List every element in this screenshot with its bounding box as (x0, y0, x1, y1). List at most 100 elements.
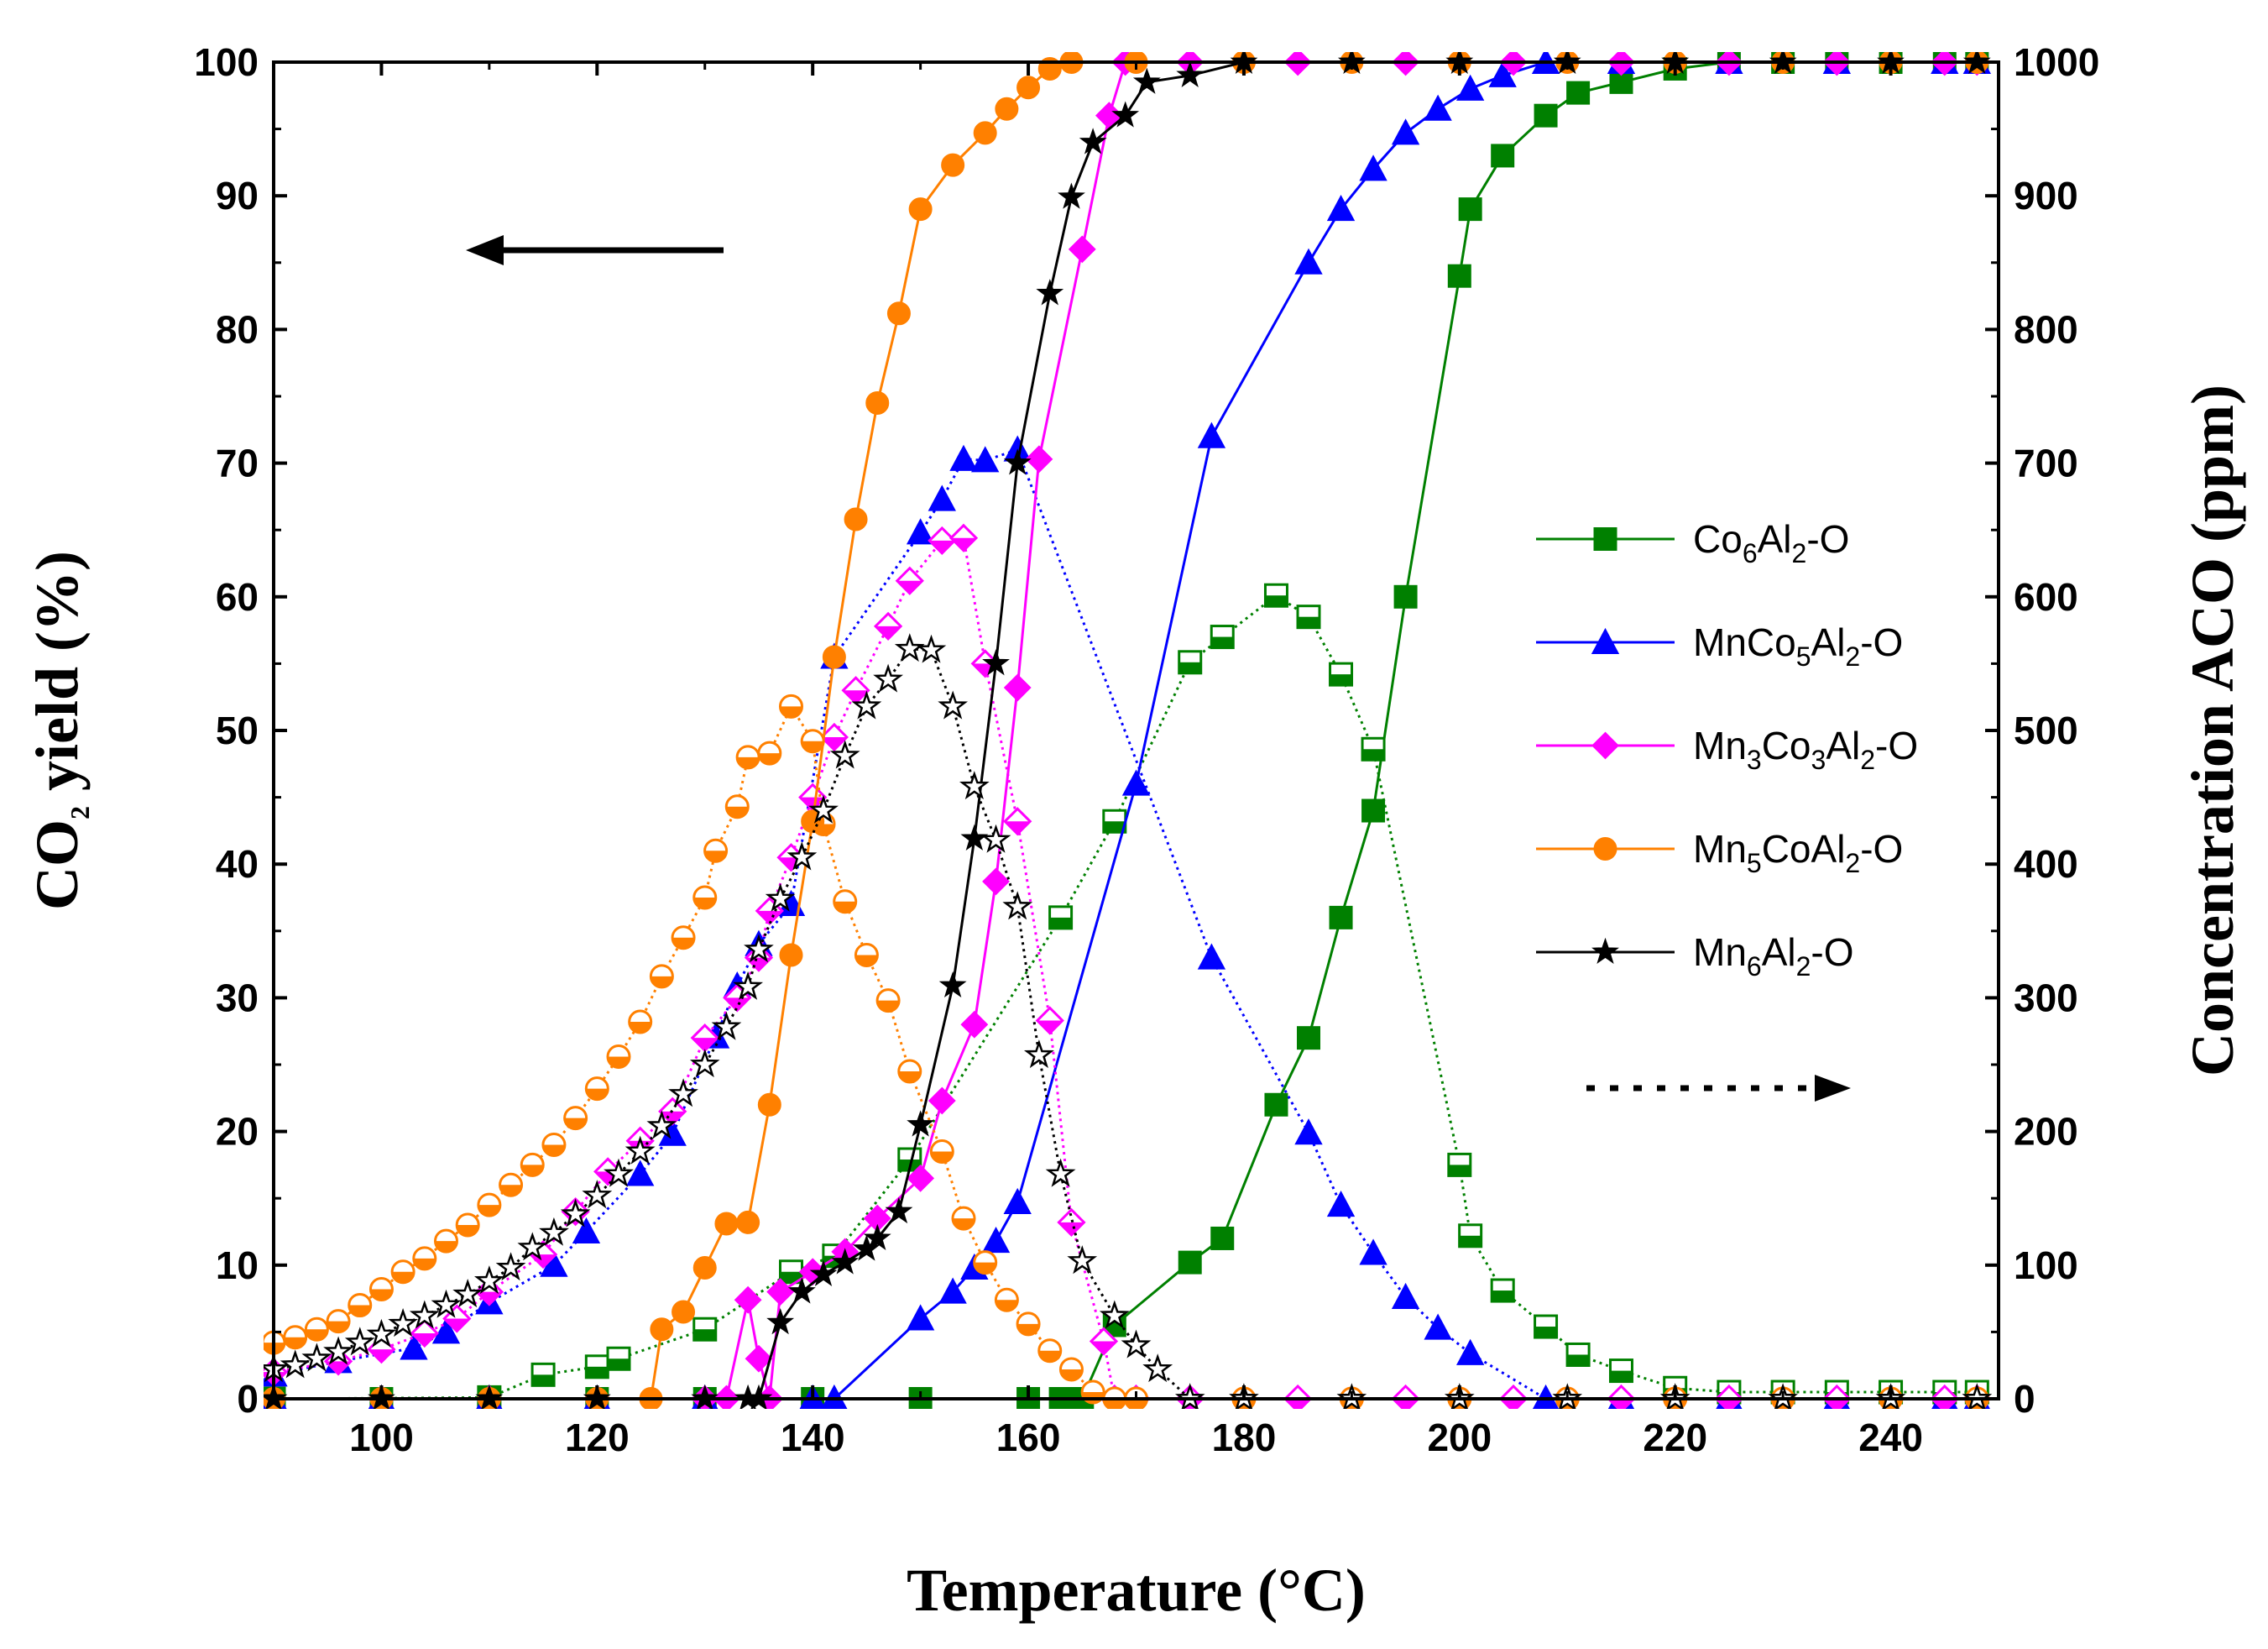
yield-point-mnco5al2-o (938, 1277, 967, 1304)
aco-point-mn5coal2-o-fill (780, 706, 802, 718)
yield-point-mnco5al2-o (1488, 60, 1517, 87)
aco-point-mn6al2-o (344, 1327, 375, 1356)
aco-point-co6al2-o-fill (1610, 1370, 1633, 1382)
aco-point-mnco5al2-o (1359, 1238, 1387, 1265)
aco-point-mn3co3al2-o-fill (1005, 821, 1031, 835)
x-tick-label: 240 (1858, 1416, 1923, 1459)
aco-point-co6al2-o-fill (1298, 616, 1320, 628)
y-left-tick-label: 50 (216, 709, 259, 752)
yield-point-co6al2-o (1458, 197, 1482, 222)
aco-point-mn5coal2-o-fill (629, 1022, 651, 1034)
aco-point-mn5coal2-o-fill (672, 937, 695, 949)
aco-point-mn5coal2-o-fill (284, 1337, 306, 1348)
aco-point-mn3co3al2-o-fill (1608, 1399, 1634, 1409)
yield-point-mn6al2-o (831, 1248, 860, 1275)
aco-point-co6al2-o-fill (1265, 595, 1288, 607)
aco-point-mn5coal2-o-fill (1038, 1350, 1061, 1362)
yield-point-co6al2-o (1566, 81, 1591, 105)
x-tick-label: 180 (1212, 1416, 1277, 1459)
aco-point-mn3co3al2-o-fill (1931, 1399, 1957, 1409)
y-left-title-sub: 2 (65, 806, 95, 819)
legend: Co6Al2-O MnCo5Al2-O Mn3Co3Al2-O Mn5CoAl2-O M… (1536, 517, 1918, 982)
aco-point-mn6al2-o (1002, 891, 1033, 920)
aco-point-mn6al2-o (1023, 1039, 1054, 1069)
aco-point-mn3co3al2-o-fill (660, 1111, 686, 1124)
aco-point-mn3co3al2-o-fill (1393, 1399, 1419, 1409)
aco-point-mn3co3al2-o-fill (756, 910, 782, 924)
aco-point-mnco5al2-o (400, 1333, 428, 1360)
y-left-tick-label: 80 (216, 307, 259, 351)
aco-point-mn3co3al2-o-fill (692, 1038, 718, 1051)
yield-point-mn5coal2-o (714, 1212, 739, 1236)
aco-point-co6al2-o-fill (1362, 749, 1385, 761)
yield-point-mnco5al2-o (1197, 421, 1226, 448)
aco-point-mn5coal2-o-fill (370, 1289, 393, 1301)
y-right-tick-label: 900 (2014, 174, 2078, 217)
aco-point-mn6al2-o (894, 633, 925, 662)
yield-point-mn3co3al2-o (907, 1164, 935, 1192)
aco-point-mn3co3al2-o-fill (368, 1349, 395, 1363)
y-left-tick-label: 0 (237, 1377, 259, 1421)
legend-label: MnCo5Al2-O (1693, 620, 1903, 672)
aco-point-mn6al2-o (808, 794, 839, 824)
aco-point-co6al2-o-fill (780, 1271, 802, 1283)
yield-point-mnco5al2-o (1326, 195, 1356, 222)
aco-line-mn5coal2-o (273, 704, 1978, 1400)
legend-label: Mn5CoAl2-O (1693, 827, 1903, 878)
x-axis-title: Temperature (°C) (907, 1557, 1366, 1624)
aco-point-mn6al2-o (938, 690, 969, 720)
y-right-tick-label: 1000 (2014, 40, 2099, 84)
legend-marker-co6al2-o (1593, 527, 1617, 551)
aco-point-mn5coal2-o-fill (931, 1151, 954, 1163)
yield-point-mnco5al2-o (981, 1227, 1011, 1254)
aco-point-mnco5al2-o (1294, 1118, 1323, 1145)
aco-point-mn3co3al2-o-fill (821, 736, 847, 750)
yield-point-mn3co3al2-o (745, 1344, 773, 1373)
svg-text:CO2 yield (%): CO2 yield (%) (24, 551, 95, 910)
aco-point-mn3co3al2-o-fill (951, 537, 976, 551)
y-right-tick-label: 100 (2014, 1243, 2078, 1287)
left-axis-arrow (466, 235, 724, 265)
yield-point-mn5coal2-o (886, 301, 911, 326)
yield-point-co6al2-o (1297, 1026, 1320, 1050)
yield-point-mn5coal2-o (822, 645, 846, 669)
aco-point-mn6al2-o (560, 1198, 591, 1228)
y-right-tick-label: 0 (2014, 1377, 2035, 1421)
yield-point-co6al2-o (1329, 905, 1353, 929)
aco-point-co6al2-o-fill (1534, 1327, 1557, 1338)
yield-point-co6al2-o (1447, 264, 1471, 288)
y-right-tick-label: 600 (2014, 575, 2078, 619)
yield-point-co6al2-o (1210, 1226, 1235, 1250)
aco-line-mnco5al2-o (273, 448, 1978, 1400)
aco-point-mn6al2-o (916, 634, 947, 663)
aco-point-mn6al2-o (733, 971, 764, 1000)
aco-point-mn6al2-o (431, 1289, 462, 1318)
aco-point-mn5coal2-o-fill (758, 753, 781, 765)
x-tick-label: 100 (349, 1416, 414, 1459)
yield-point-mn6al2-o (1036, 279, 1064, 306)
aco-point-mn6al2-o (388, 1307, 419, 1338)
aco-point-mn5coal2-o-fill (834, 901, 856, 913)
aco-point-mn6al2-o (495, 1252, 526, 1281)
aco-point-co6al2-o-fill (1049, 917, 1072, 929)
aco-point-mnco5al2-o (949, 444, 978, 471)
yield-point-mn6al2-o (1058, 182, 1085, 209)
aco-point-mn6al2-o (604, 1158, 634, 1187)
aco-point-mn6al2-o (624, 1135, 656, 1165)
y-left-tick-label: 90 (216, 174, 259, 217)
aco-point-mn3co3al2-o-fill (444, 1318, 470, 1332)
aco-point-mn5coal2-o-fill (974, 1262, 996, 1274)
yield-point-mn5coal2-o (736, 1210, 760, 1234)
y-axis-left-title: CO2 yield (%) (24, 551, 95, 910)
y-left-tick-label: 40 (216, 842, 259, 886)
aco-point-co6al2-o-fill (1459, 1235, 1482, 1247)
y-left-tick-label: 60 (216, 575, 259, 619)
aco-point-mn5coal2-o-fill (1125, 1399, 1147, 1409)
yield-point-mn5coal2-o (779, 943, 803, 967)
aco-point-mnco5al2-o (1326, 1191, 1356, 1217)
aco-point-mn5coal2-o-fill (457, 1225, 479, 1237)
legend-marker-mn5coal2-o (1593, 837, 1617, 861)
yield-point-mn6al2-o (1003, 448, 1032, 475)
yield-point-mnco5al2-o (906, 1304, 935, 1331)
